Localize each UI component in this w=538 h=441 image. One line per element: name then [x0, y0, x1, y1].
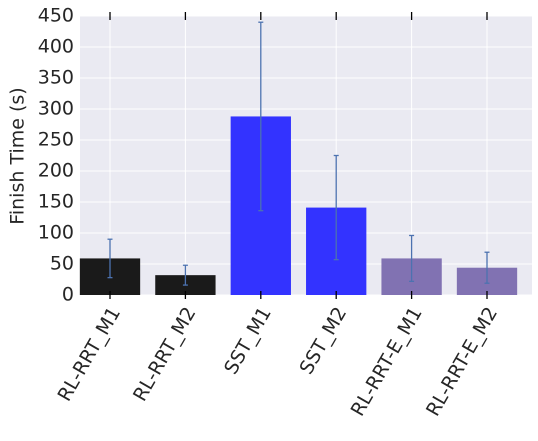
x-tick-label: RL-RRT_M1 — [54, 303, 126, 405]
error-bar — [107, 238, 113, 279]
y-axis-label: Finish Time (s) — [7, 87, 29, 224]
x-tick-label: RL-RRT-E_M2 — [422, 303, 502, 420]
y-tick-label: 400 — [38, 36, 74, 58]
error-bar — [258, 21, 264, 212]
y-tick-label: 450 — [38, 5, 74, 27]
x-tick-label: SST_M2 — [295, 303, 351, 378]
y-tick-label: 150 — [38, 191, 74, 213]
x-tick-label: RL-RRT-E_M1 — [347, 303, 427, 420]
error-bar — [409, 234, 415, 283]
y-tick-label: 300 — [38, 98, 74, 120]
error-bar — [182, 264, 188, 286]
y-tick-label: 100 — [38, 222, 74, 244]
plot-area — [80, 16, 532, 295]
error-bar — [484, 251, 490, 284]
x-tick-label: SST_M1 — [220, 303, 276, 378]
x-tick-label: RL-RRT_M2 — [129, 303, 201, 405]
y-tick-label: 50 — [50, 253, 74, 275]
y-tick-label: 250 — [38, 129, 74, 151]
y-tick-label: 350 — [38, 67, 74, 89]
error-bar — [333, 154, 339, 261]
y-tick-label: 200 — [38, 160, 74, 182]
y-tick-label: 0 — [62, 284, 74, 306]
